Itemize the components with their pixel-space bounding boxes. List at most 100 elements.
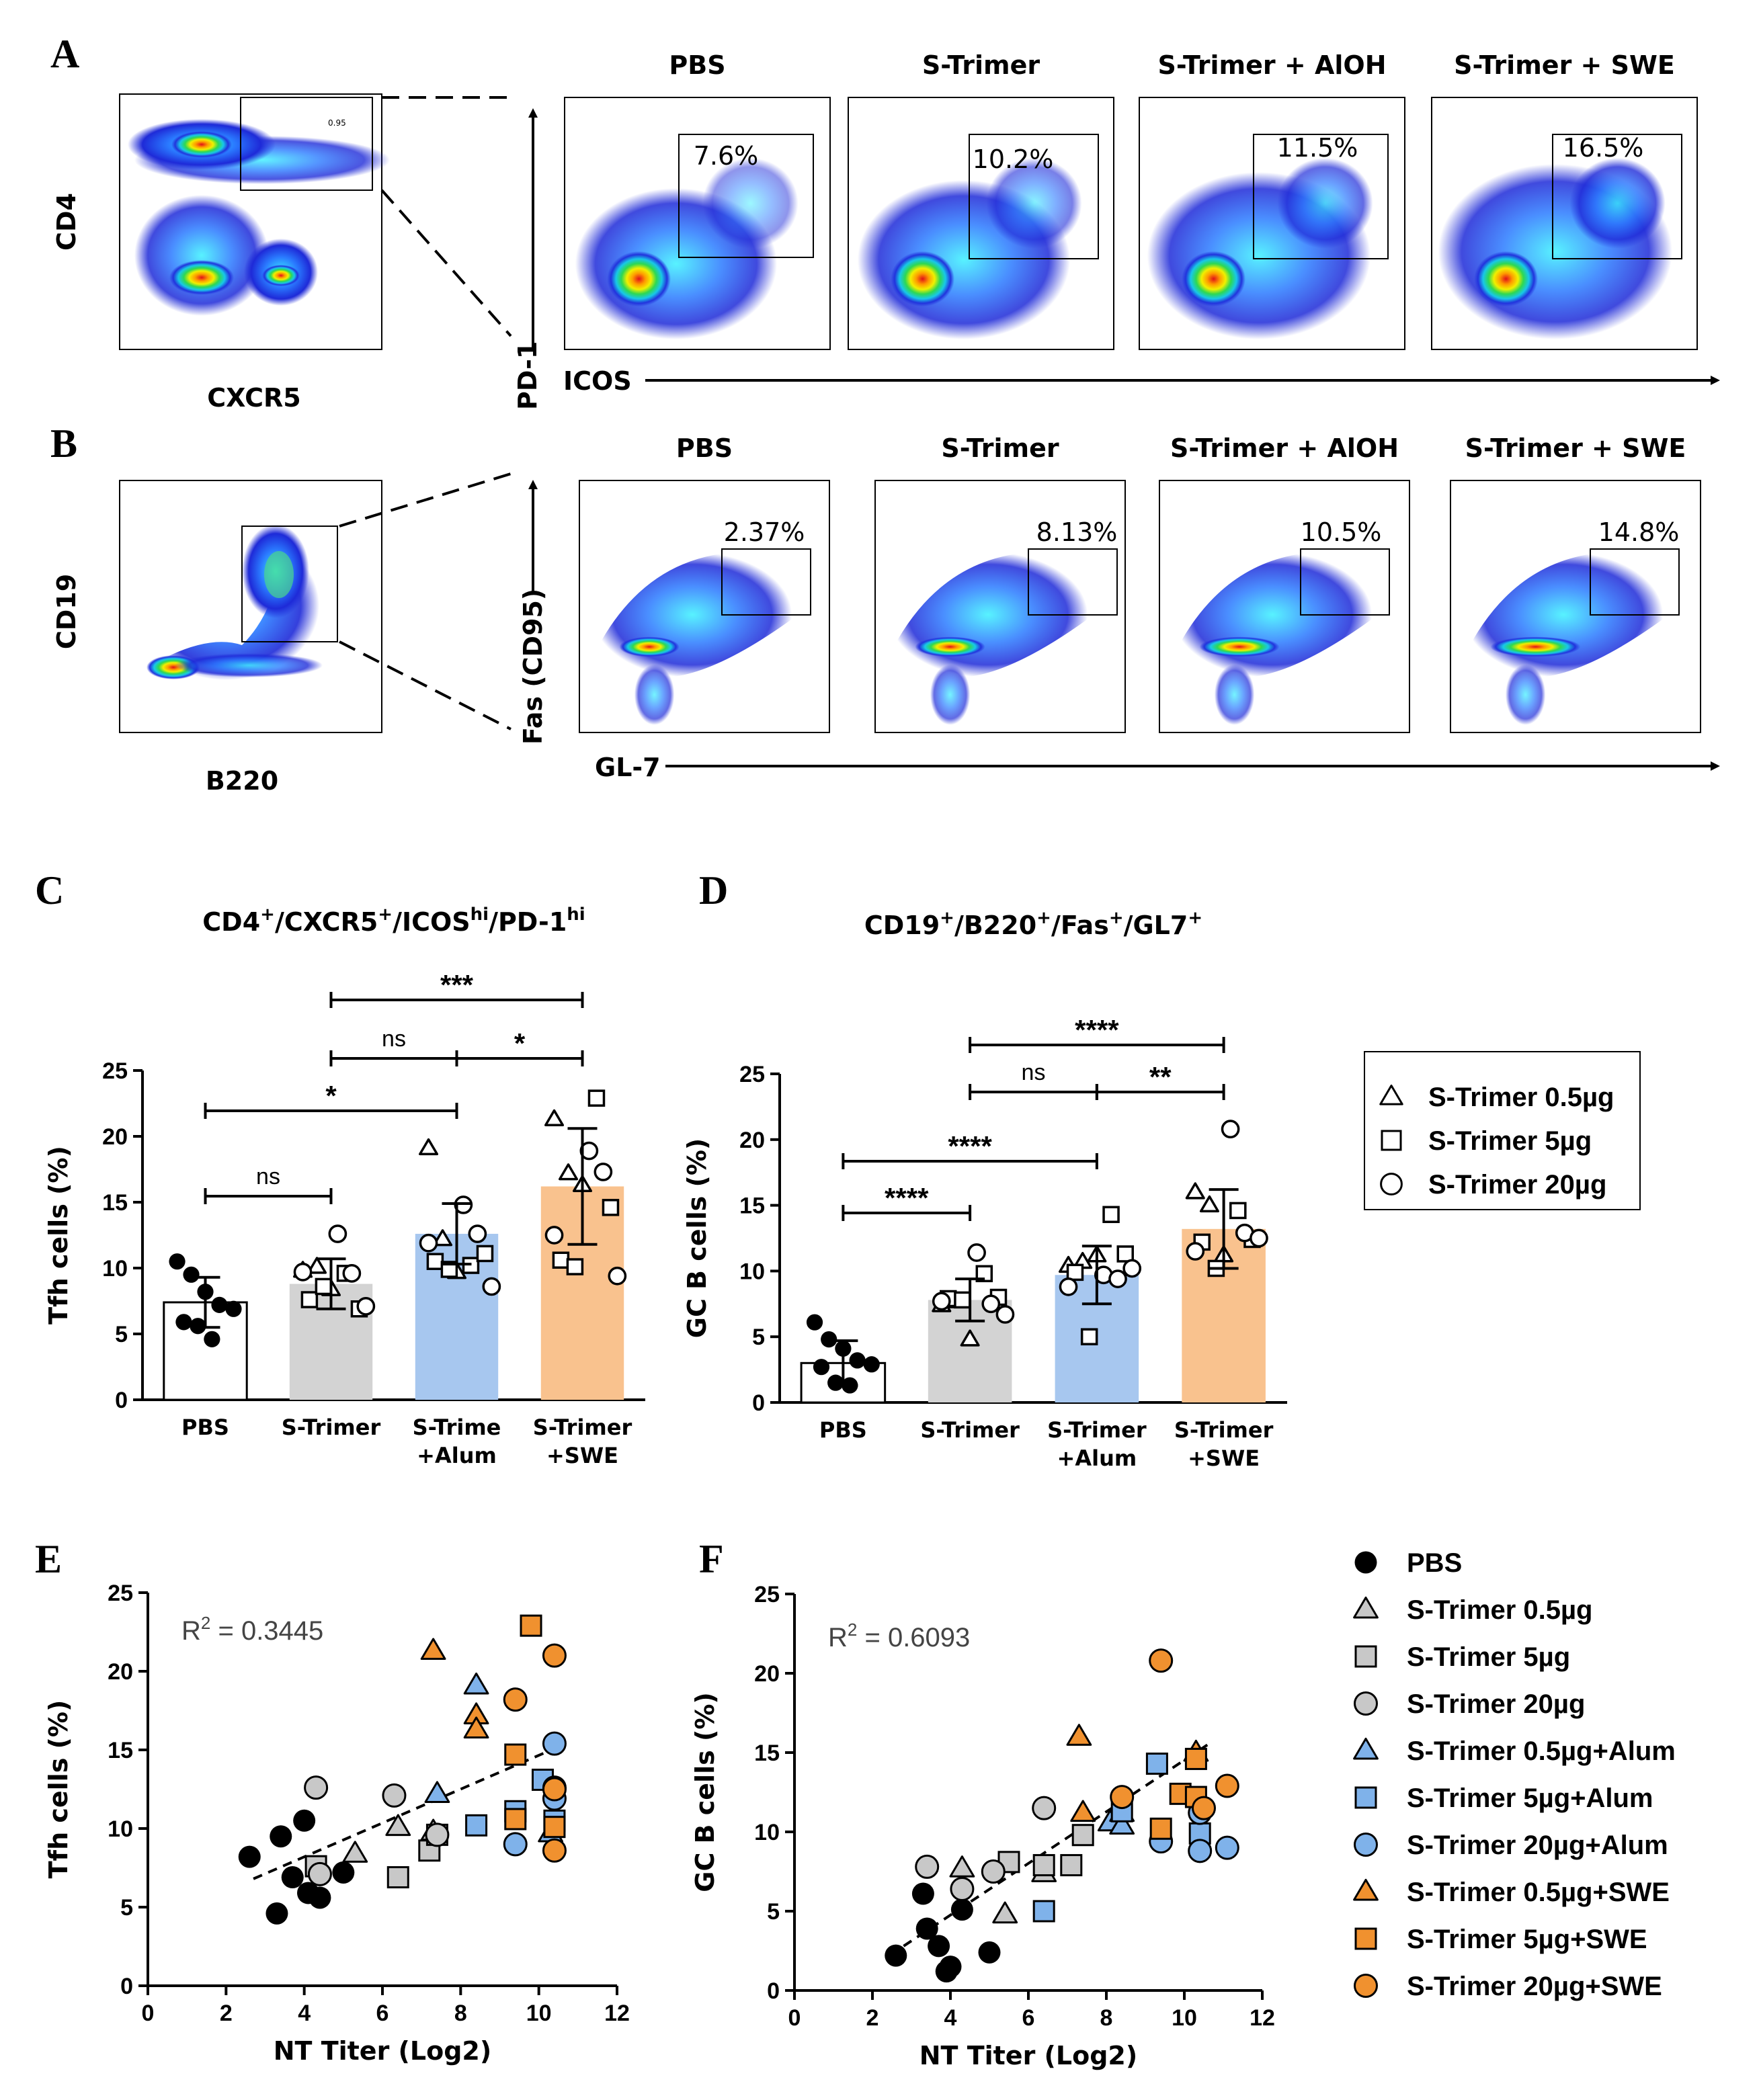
data-point-sq (975, 1265, 993, 1283)
category-label-2: +Alum (1057, 1445, 1137, 1471)
y-tick-label: 15 (754, 1740, 780, 1766)
data-point-circ (468, 1224, 487, 1243)
category-label-1: S-Trimer (282, 1415, 381, 1440)
data-point-circ (293, 1263, 313, 1282)
y-tick-label: 15 (739, 1193, 765, 1219)
y-tick-label: 10 (102, 1256, 128, 1282)
legend-ef-marker-sq (1354, 1645, 1377, 1668)
point-sq (1032, 1854, 1055, 1877)
data-point-circ (981, 1294, 1001, 1314)
data-point-tri (433, 1229, 453, 1247)
x-tick-label: 6 (1022, 2005, 1035, 2031)
data-point-sq (954, 1291, 971, 1309)
data-point-sq (476, 1245, 494, 1263)
title-sup: + (1109, 908, 1124, 928)
a-gate-y-label: CD4 (52, 193, 81, 251)
y-tick-label: 10 (108, 1816, 133, 1842)
flow-a-percent-2: 11.5% (1277, 133, 1358, 163)
b-y-axis-label: Fas (CD95) (518, 589, 548, 745)
flow-b-percent-0: 2.37% (724, 517, 805, 547)
flow-gate-box (721, 548, 811, 616)
data-point-dot (169, 1253, 186, 1270)
point-tri (1070, 1800, 1096, 1822)
data-point-sq (587, 1089, 606, 1107)
b-zoom-line-bottom (339, 640, 512, 730)
title-part: /GL7 (1124, 911, 1188, 940)
r2-base: R (828, 1623, 848, 1652)
point-circ (425, 1822, 450, 1847)
significance-label: ns (256, 1164, 280, 1189)
point-circ (542, 1777, 567, 1802)
legend-ef-label-9: S-Trimer 20µg+SWE (1407, 1972, 1662, 2001)
point-circ (503, 1687, 528, 1712)
data-point-sq (1080, 1328, 1098, 1345)
flow-a-percent-1: 10.2% (973, 144, 1054, 174)
title-sup: + (940, 908, 954, 928)
point-circ (542, 1838, 567, 1863)
x-tick-label: 4 (944, 2005, 957, 2031)
y-tick-label: 0 (115, 1388, 128, 1413)
legend-cd-marker-tri (1379, 1085, 1403, 1105)
density-hotspot (607, 251, 671, 307)
point-dot (270, 1825, 292, 1848)
a-y-axis-label: PD-1 (513, 341, 542, 410)
y-tick-label: 10 (754, 1820, 780, 1845)
category-label-1: S-Trimer (920, 1417, 1020, 1443)
legend-ef-label-5: S-Trimer 5µg+Alum (1407, 1783, 1653, 1813)
legend-ef-marker-sq (1354, 1927, 1377, 1950)
y-tick-label: 0 (120, 1974, 133, 1999)
y-tick-label: 25 (108, 1581, 133, 1606)
title-part: /PD-1 (489, 907, 567, 937)
density-hotspot (1490, 636, 1581, 657)
significance-label: **** (885, 1182, 929, 1214)
point-dot (911, 1882, 934, 1905)
significance-label: **** (1075, 1014, 1119, 1046)
r2-sup: 2 (201, 1613, 210, 1633)
r2-sup: 2 (848, 1620, 857, 1640)
flow-gate-box (1590, 548, 1680, 616)
flow-a-header-0: PBS (669, 50, 725, 80)
point-tri (342, 1841, 368, 1863)
legend-ef-marker-tri (1353, 1878, 1379, 1901)
data-point-tri (307, 1257, 327, 1274)
data-point-circ (356, 1296, 376, 1316)
r2-base: R (181, 1616, 201, 1646)
density-hotspot (891, 251, 954, 307)
title-sup: + (378, 905, 393, 925)
data-point-dot (849, 1352, 866, 1369)
point-tri (1066, 1724, 1092, 1746)
data-point-sq (566, 1258, 584, 1275)
flow-gate-box (678, 134, 814, 258)
legend-cd-marker-sq (1381, 1130, 1402, 1151)
y-axis-label: Tfh cells (%) (44, 1700, 73, 1879)
flow-b-percent-2: 10.5% (1301, 517, 1382, 547)
data-point-circ (482, 1277, 501, 1296)
point-circ (1032, 1796, 1057, 1820)
panel-letter-f: F (699, 1537, 724, 1581)
density-cloud (1277, 158, 1373, 249)
legend-ef-label-3: S-Trimer 20µg (1407, 1689, 1585, 1719)
y-tick-label: 5 (767, 1899, 780, 1925)
y-axis-label: GC B cells (%) (690, 1692, 720, 1892)
x-tick-label: 2 (866, 2005, 879, 2031)
point-dot (915, 1917, 938, 1940)
data-point-circ (1108, 1269, 1127, 1288)
legend-ef-marker-circ (1354, 1833, 1378, 1857)
r-squared-label: R2 = 0.3445 (181, 1613, 323, 1646)
point-dot (885, 1944, 907, 1967)
significance-label: ** (1149, 1061, 1172, 1093)
panel-letter-b: B (50, 421, 77, 466)
y-axis-label: Tfh cells (%) (44, 1146, 73, 1325)
data-point-sq (1116, 1245, 1134, 1263)
point-tri (424, 1781, 450, 1803)
panel-letter-d: D (699, 868, 728, 913)
point-circ (1149, 1648, 1174, 1673)
y-tick-label: 20 (739, 1128, 765, 1153)
x-tick-label: 2 (220, 2001, 233, 2026)
flow-gate-box (1253, 134, 1389, 259)
point-dot (978, 1941, 1001, 1964)
b-gate-y-label: CD19 (52, 574, 81, 649)
data-point-sq (426, 1253, 444, 1270)
data-point-sq (602, 1199, 620, 1216)
point-sq (1071, 1824, 1094, 1847)
